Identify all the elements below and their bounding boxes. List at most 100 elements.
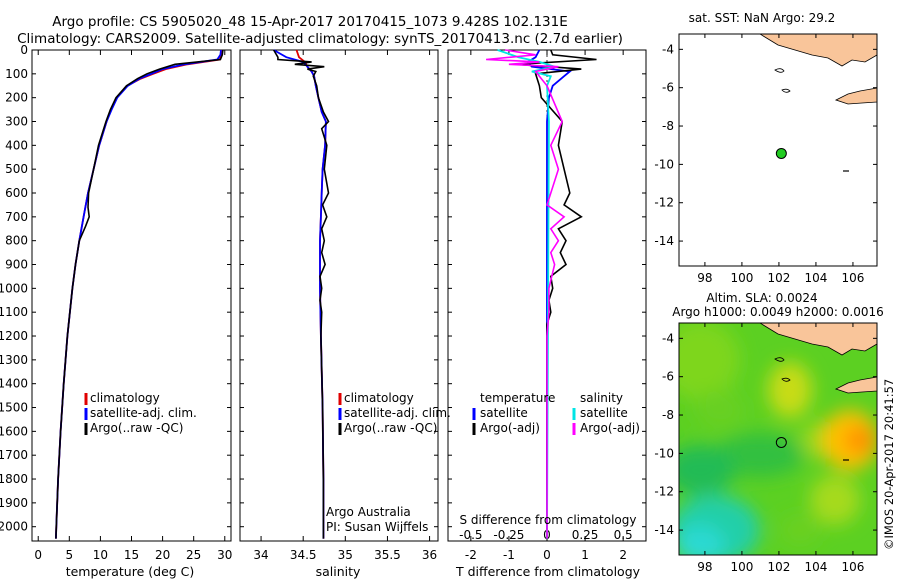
salinity-annotation-1: Argo Australia: [326, 505, 411, 519]
temperature-xtick-label: 20: [155, 548, 170, 562]
depth-tick-label: 1000: [0, 281, 28, 295]
legend-t-sat: satellite-adj. clim.: [90, 406, 197, 420]
difference-panel: -2 -1 0 1 2-0.5 -0.25 0 0.25 0.5: [447, 49, 647, 562]
depth-tick-label: 1700: [0, 448, 28, 462]
temperature-xtick-label: 5: [65, 548, 73, 562]
difference-legend: temperature satellite Argo(-adj) salinit…: [472, 391, 640, 435]
difference-xlabel-top: S difference from climatology: [460, 513, 637, 527]
salinity-xtick-label: 35: [338, 548, 353, 562]
difference-series-t-argo: [516, 49, 597, 539]
difference-xtick-label: -2: [465, 548, 477, 562]
depth-tick-label: 0: [20, 43, 28, 57]
depth-tick-label: 500: [5, 162, 28, 176]
depth-tick-label: 2000: [0, 520, 28, 534]
sla-map-title-2: Argo h1000: 0.0049 h2000: 0.0016: [672, 305, 884, 319]
legend-s-sat: satellite-adj. clim.: [344, 406, 451, 420]
s-diff-tick-label: -0.25: [493, 528, 524, 542]
difference-xlabel: T difference from climatology: [455, 564, 641, 579]
depth-tick-label: 1100: [0, 305, 28, 319]
temperature-series-climatology: [55, 49, 224, 539]
map-ytick-label: -4: [662, 42, 674, 56]
sumatra-land: [759, 34, 877, 67]
legend-t-clim: climatology: [90, 391, 160, 405]
temperature-xtick-label: 30: [217, 548, 232, 562]
salinity-frame: [239, 49, 439, 542]
sst-map: 98 100 102 104 106 -4 -6 -8 -10 -12 -14: [654, 33, 878, 285]
temperature-panel: 0 5 10 15 20 25 30: [31, 49, 232, 562]
depth-tick-label: 800: [5, 234, 28, 248]
difference-xtick-label: 1: [581, 548, 589, 562]
temperature-legend: climatology satellite-adj. clim. Argo(..…: [84, 391, 197, 435]
sumatra-land-sla: [759, 323, 877, 356]
legend-d-tsat: satellite: [480, 406, 528, 420]
map-ytick-label: -12: [654, 485, 674, 499]
temperature-xtick-label: 25: [186, 548, 201, 562]
salinity-xlabel: salinity: [316, 564, 361, 579]
map-xtick-label: 104: [804, 271, 827, 285]
map-xtick-label: 98: [697, 271, 712, 285]
sst-map-title: sat. SST: NaN Argo: 29.2: [689, 11, 836, 25]
depth-tick-label: 700: [5, 210, 28, 224]
temperature-series-satellite-adj-clim-: [55, 49, 222, 539]
depth-tick-label: 1900: [0, 496, 28, 510]
depth-tick-label: 600: [5, 186, 28, 200]
imos-credit: ©IMOS 20-Apr-2017 20:41:57: [882, 379, 896, 550]
map-ytick-label: -14: [654, 523, 674, 537]
depth-tick-label: 1200: [0, 329, 28, 343]
legend-s-argo: Argo(..raw -QC): [344, 421, 437, 435]
salinity-xtick-label: 34: [253, 548, 268, 562]
difference-series-s-satellite: [497, 49, 559, 539]
map-ytick-label: -12: [654, 196, 674, 210]
s-diff-tick-label: -0.5: [459, 528, 482, 542]
depth-tick-label: 400: [5, 138, 28, 152]
map-xtick-label: 98: [697, 560, 712, 574]
salinity-legend: climatology satellite-adj. clim. Argo(..…: [338, 391, 451, 435]
sst-map-axes: 98 100 102 104 106 -4 -6 -8 -10 -12 -14: [654, 34, 877, 285]
map-ytick-label: -4: [662, 331, 674, 345]
temperature-series-argo: [55, 49, 224, 539]
depth-tick-label: 1400: [0, 377, 28, 391]
legend-d-targo: Argo(-adj): [480, 421, 540, 435]
temperature-frame: [31, 49, 232, 542]
s-diff-tick-label: 0.25: [572, 528, 599, 542]
temperature-xtick-label: 15: [124, 548, 139, 562]
map-ytick-label: -6: [662, 370, 674, 384]
legend-s-clim: climatology: [344, 391, 414, 405]
depth-tick-label: 100: [5, 67, 28, 81]
temperature-xtick-label: 10: [93, 548, 108, 562]
s-diff-tick-label: 0.5: [614, 528, 633, 542]
map-xtick-label: 106: [841, 560, 864, 574]
difference-xtick-label: 2: [619, 548, 627, 562]
map-xtick-label: 104: [804, 560, 827, 574]
map-ytick-label: -6: [662, 81, 674, 95]
salinity-xtick-label: 34.5: [290, 548, 317, 562]
legend-t-argo: Argo(..raw -QC): [90, 421, 183, 435]
map-ytick-label: -10: [654, 157, 674, 171]
depth-tick-label: 1300: [0, 353, 28, 367]
title-line-2: Climatology: CARS2009. Satellite-adjuste…: [17, 31, 623, 47]
temperature-xlabel: temperature (deg C): [66, 564, 195, 579]
depth-axis: 0 100 200 300 400 500 600 700 800 900 1000 1100 1200…: [0, 43, 28, 534]
salinity-series-satellite-adj-clim-: [273, 49, 327, 539]
map-xtick-label: 106: [841, 271, 864, 285]
map-ytick-label: -8: [662, 119, 674, 133]
sla-map: 98 100 102 104 106 -4 -6 -8 -10 -12 -14: [654, 322, 878, 574]
depth-tick-label: 1600: [0, 424, 28, 438]
salinity-annotation-2: PI: Susan Wijffels: [326, 520, 428, 534]
depth-tick-label: 1500: [0, 401, 28, 415]
depth-tick-label: 200: [5, 91, 28, 105]
legend-d-sargo: Argo(-adj): [580, 421, 640, 435]
depth-tick-label: 900: [5, 258, 28, 272]
map-xtick-label: 102: [767, 271, 790, 285]
java-land-sla: [834, 376, 877, 394]
salinity-xtick-label: 36: [422, 548, 437, 562]
legend-d-ssat: satellite: [580, 406, 628, 420]
sla-map-axes: 98 100 102 104 106 -4 -6 -8 -10 -12 -14: [654, 323, 877, 574]
depth-tick-label: 300: [5, 115, 28, 129]
difference-xtick-label: 0: [543, 548, 551, 562]
salinity-series-argo: [273, 49, 330, 539]
salinity-xtick-label: 35.5: [374, 548, 401, 562]
argo-float-marker-sla: [775, 436, 787, 448]
legend-d-sal: salinity: [580, 391, 623, 405]
